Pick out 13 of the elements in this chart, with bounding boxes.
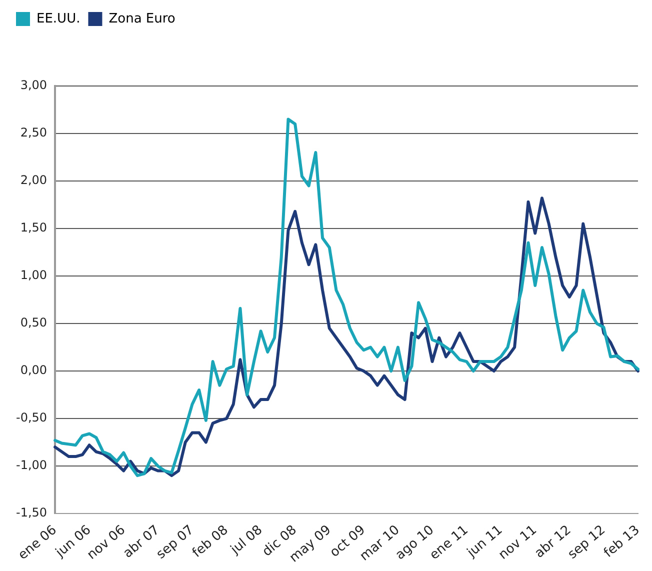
- legend-label: EE.UU.: [36, 11, 80, 26]
- x-tick-label: feb 08: [190, 522, 232, 561]
- y-tick-label: 2,50: [20, 126, 48, 140]
- y-tick-label: 1,00: [20, 268, 48, 282]
- y-tick-label: 1,50: [20, 220, 48, 235]
- y-tick-label: -1,50: [16, 506, 48, 520]
- y-tick-label: 0,00: [20, 363, 48, 378]
- y-tick-label: -0,50: [16, 410, 48, 425]
- y-tick-label: 0,50: [20, 316, 48, 330]
- y-tick-label: 3,00: [20, 78, 48, 92]
- legend-label: Zona Euro: [108, 11, 176, 26]
- y-tick-label: 2,00: [20, 173, 48, 188]
- y-tick-label: -1,00: [16, 458, 48, 472]
